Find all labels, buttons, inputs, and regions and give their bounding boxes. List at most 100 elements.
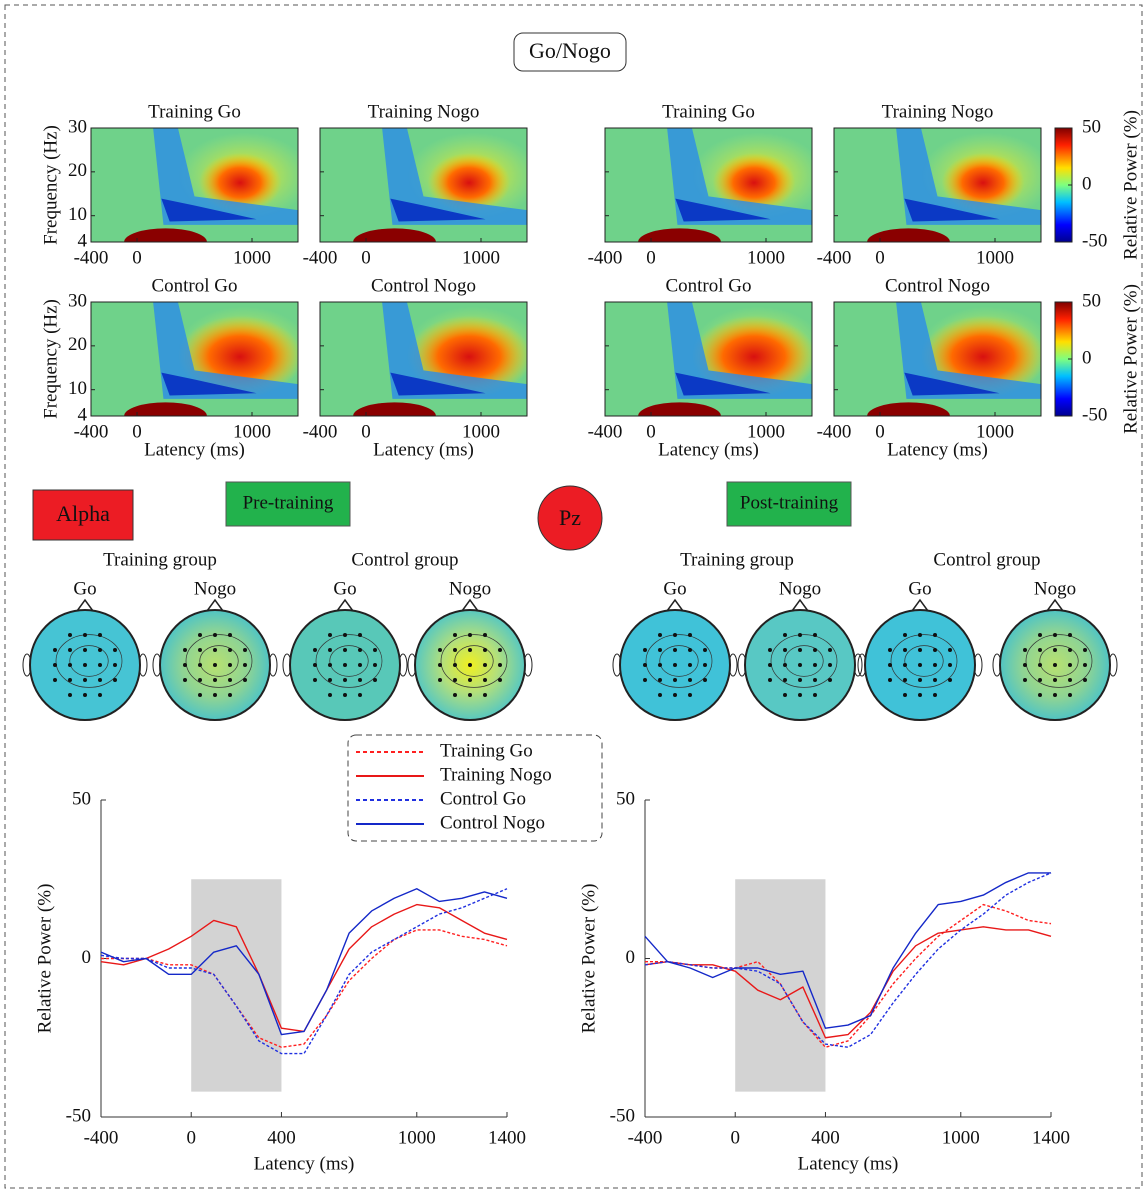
y-tick-label: 0 <box>82 947 92 968</box>
heatmap-low-band <box>124 402 207 416</box>
x-tick-label: 1000 <box>747 421 785 442</box>
panel-frame <box>90 127 299 243</box>
topo-electrode <box>313 663 317 667</box>
x-tick-label: 0 <box>646 247 656 268</box>
topo-electrode <box>1068 663 1072 667</box>
topo-electrode <box>798 633 802 637</box>
topo-electrode <box>643 678 647 682</box>
topo-electrode <box>98 693 102 697</box>
topo-electrode <box>903 678 907 682</box>
topo-contour <box>185 634 253 688</box>
topo-electrode <box>658 693 662 697</box>
topo-contour <box>440 634 508 688</box>
topo-electrode <box>343 678 347 682</box>
condition-label: Go <box>73 578 96 599</box>
legend-label: Training Go <box>440 740 533 761</box>
topo-nose <box>76 598 94 612</box>
topo-electrode <box>198 693 202 697</box>
topo-electrode <box>183 678 187 682</box>
colorbar-label: Relative Power (%) <box>1120 110 1141 260</box>
topo-contour <box>329 645 369 677</box>
x-tick-label: 1400 <box>488 1127 526 1148</box>
heatmap-cool <box>153 128 298 225</box>
topo-electrode <box>673 663 677 667</box>
topo-electrode <box>358 693 362 697</box>
topo-electrode <box>783 663 787 667</box>
heatmap-hot <box>941 153 1025 213</box>
colorbar-tick-label: 0 <box>1082 347 1092 368</box>
topo-electrode <box>673 678 677 682</box>
topo-nose <box>336 598 354 612</box>
panel-frame <box>833 127 1042 243</box>
topo-nose <box>1046 598 1064 612</box>
y-tick-label: 50 <box>72 788 91 809</box>
topo-electrode <box>783 633 787 637</box>
topo-electrode <box>688 633 692 637</box>
topo-electrode <box>1038 693 1042 697</box>
topo-electrode <box>673 633 677 637</box>
x-axis-label: Latency (ms) <box>798 1153 899 1174</box>
x-tick-label: 1000 <box>462 247 500 268</box>
topo-electrode <box>703 663 707 667</box>
topo-electrode <box>673 693 677 697</box>
topo-electrode <box>483 663 487 667</box>
topo-electrode <box>343 648 347 652</box>
topo-electrode <box>113 663 117 667</box>
heatmap-low-band <box>638 228 721 242</box>
topo-electrode <box>68 648 72 652</box>
y-axis-label: Frequency (Hz) <box>40 125 61 245</box>
topo-electrode <box>483 678 487 682</box>
topo-electrode <box>373 663 377 667</box>
topo-contour <box>199 645 239 677</box>
topo-electrode <box>903 693 907 697</box>
topo-electrode <box>813 693 817 697</box>
topo-electrode <box>198 678 202 682</box>
topo-electrode <box>243 663 247 667</box>
colorbar-tick-label: -50 <box>1082 404 1107 425</box>
panel-title: Control Go <box>665 275 751 296</box>
electrode-circle <box>537 485 603 551</box>
topo-electrode <box>438 648 442 652</box>
series-line <box>101 929 508 1048</box>
topo-contour <box>1025 634 1093 688</box>
topo-contour <box>55 634 123 688</box>
topo-electrode <box>198 663 202 667</box>
topo-electrode <box>1038 678 1042 682</box>
topo-electrode <box>183 663 187 667</box>
topo-electrode <box>658 678 662 682</box>
topo-electrode <box>1068 633 1072 637</box>
panel-frame <box>319 127 528 243</box>
topo-electrode <box>453 648 457 652</box>
topo-electrode <box>98 678 102 682</box>
x-tick-label: -400 <box>817 421 852 442</box>
topo-electrode <box>53 663 57 667</box>
topo-electrode <box>783 678 787 682</box>
x-tick-label: 1000 <box>462 421 500 442</box>
panel-frame <box>319 301 528 417</box>
heatmap-hot <box>198 153 282 213</box>
topo-electrode <box>918 678 922 682</box>
topo-electrode <box>828 678 832 682</box>
panel-title: Control Nogo <box>885 275 990 296</box>
x-tick-label: 1000 <box>942 1127 980 1148</box>
topo-electrode <box>198 633 202 637</box>
topo-electrode <box>768 648 772 652</box>
panel-title: Training Nogo <box>882 101 994 122</box>
x-tick-label: 0 <box>361 247 371 268</box>
heatmap-low-band <box>638 402 721 416</box>
series-line <box>100 903 508 1033</box>
topo-electrode <box>1083 678 1087 682</box>
topo-electrode <box>783 648 787 652</box>
topo-contour <box>315 634 383 688</box>
x-tick-label: -400 <box>628 1127 663 1148</box>
topo-electrode <box>813 633 817 637</box>
figure-title: Go/Nogo <box>529 38 611 63</box>
topo-electrode <box>688 663 692 667</box>
x-tick-label: 0 <box>875 421 885 442</box>
topo-contour <box>1039 645 1079 677</box>
topo-electrode <box>83 678 87 682</box>
heatmap <box>834 128 1041 242</box>
x-tick-label: 1000 <box>398 1127 436 1148</box>
